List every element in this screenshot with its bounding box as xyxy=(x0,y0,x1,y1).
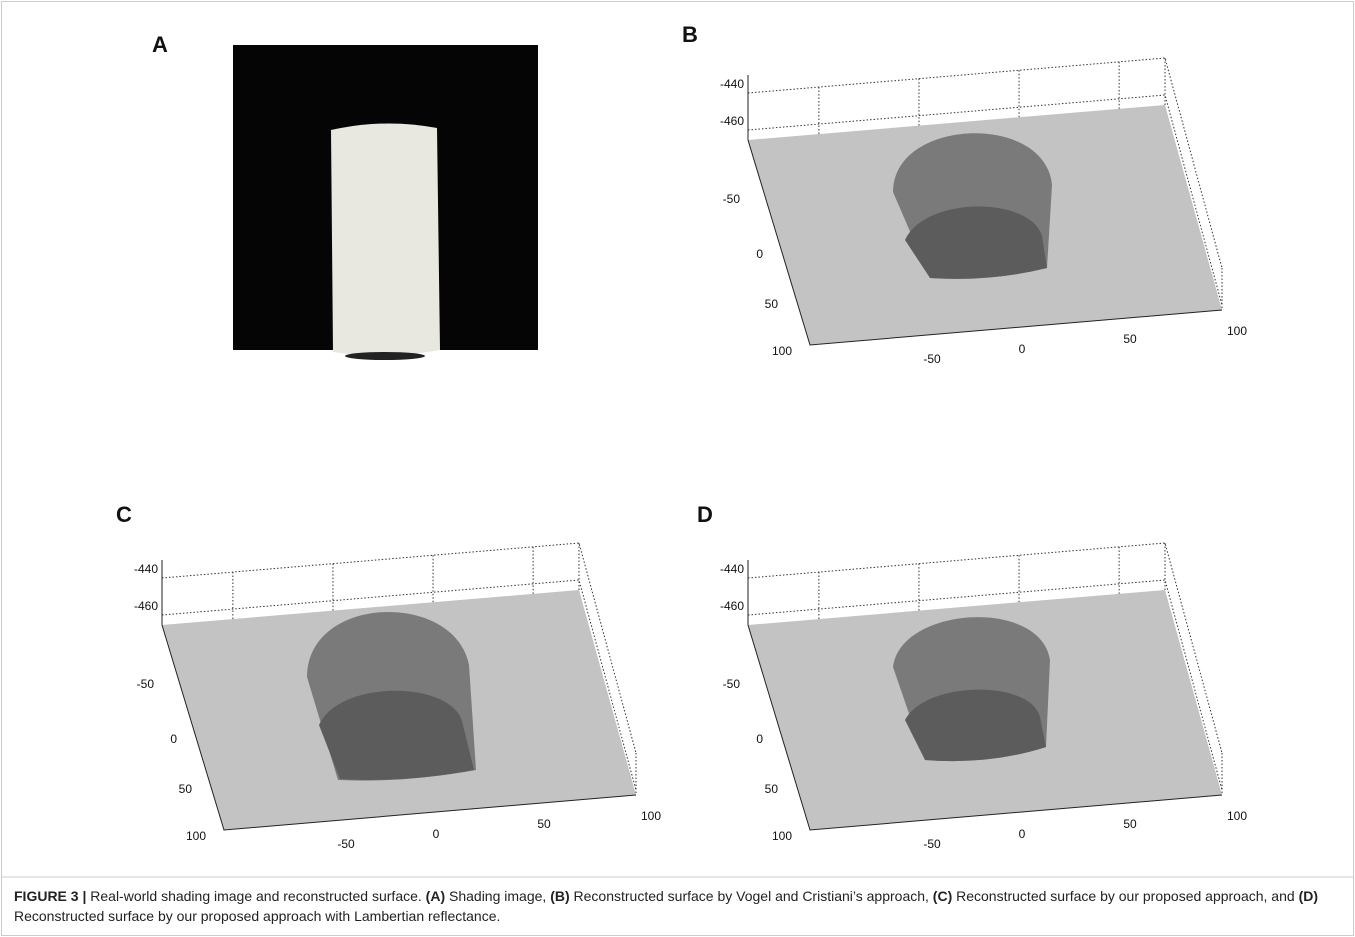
y-tick-label: 100 xyxy=(186,829,206,843)
caption: FIGURE 3 | Real-world shading image and … xyxy=(14,886,1342,926)
y-tick-label: -50 xyxy=(137,677,155,691)
figure: A B -440 -460 -50 0 50 100 -50 0 50 100 C -440 -460 -50… xyxy=(0,0,1355,937)
panel-label: B xyxy=(682,22,698,47)
y-tick-label: 50 xyxy=(765,782,779,796)
caption-item: Reconstructed surface by our proposed ap… xyxy=(956,888,1295,904)
x-tick-label: 100 xyxy=(1227,324,1247,338)
caption-item: Reconstructed surface by Vogel and Crist… xyxy=(574,888,929,904)
x-tick-label: -50 xyxy=(337,837,355,851)
page: {"panels": [ {"label": "A"}, {"label": "… xyxy=(0,0,1355,937)
caption-item: Reconstructed surface by our proposed ap… xyxy=(14,908,500,924)
x-tick-label: 0 xyxy=(433,827,440,841)
caption-tag: (D) xyxy=(1299,888,1318,904)
y-tick-label: 0 xyxy=(756,247,763,261)
y-tick-label: 100 xyxy=(772,829,792,843)
x-tick-label: -50 xyxy=(923,837,941,851)
x-tick-label: 50 xyxy=(537,817,551,831)
y-tick-label: -50 xyxy=(723,192,741,206)
y-tick-label: 50 xyxy=(765,297,779,311)
x-tick-label: 0 xyxy=(1019,827,1026,841)
x-tick-label: 0 xyxy=(1019,342,1026,356)
caption-tag: (C) xyxy=(933,888,952,904)
x-tick-label: -50 xyxy=(923,352,941,366)
z-tick-label: -440 xyxy=(720,77,744,91)
y-tick-label: 0 xyxy=(756,732,763,746)
y-tick-label: 50 xyxy=(179,782,193,796)
y-tick-label: 100 xyxy=(772,344,792,358)
y-tick-label: 0 xyxy=(170,732,177,746)
caption-tag: (B) xyxy=(550,888,569,904)
z-tick-label: -440 xyxy=(134,562,158,576)
caption-tag: (A) xyxy=(426,888,445,904)
caption-label: FIGURE 3 | xyxy=(14,888,86,904)
y-tick-label: -50 xyxy=(723,677,741,691)
z-tick-label: -460 xyxy=(720,114,744,128)
panel-label: A xyxy=(152,32,168,57)
caption-item: Shading image, xyxy=(449,888,546,904)
z-tick-label: -460 xyxy=(720,599,744,613)
z-tick-label: -440 xyxy=(720,562,744,576)
x-tick-label: 50 xyxy=(1123,817,1137,831)
panel-label: D xyxy=(697,502,713,527)
x-tick-label: 50 xyxy=(1123,332,1137,346)
cylinder-image xyxy=(331,123,440,355)
panel-label: C xyxy=(116,502,132,527)
x-tick-label: 100 xyxy=(1227,809,1247,823)
z-tick-label: -460 xyxy=(134,599,158,613)
caption-text: Real-world shading image and reconstruct… xyxy=(90,888,422,904)
x-tick-label: 100 xyxy=(641,809,661,823)
cylinder-shadow xyxy=(345,352,425,360)
